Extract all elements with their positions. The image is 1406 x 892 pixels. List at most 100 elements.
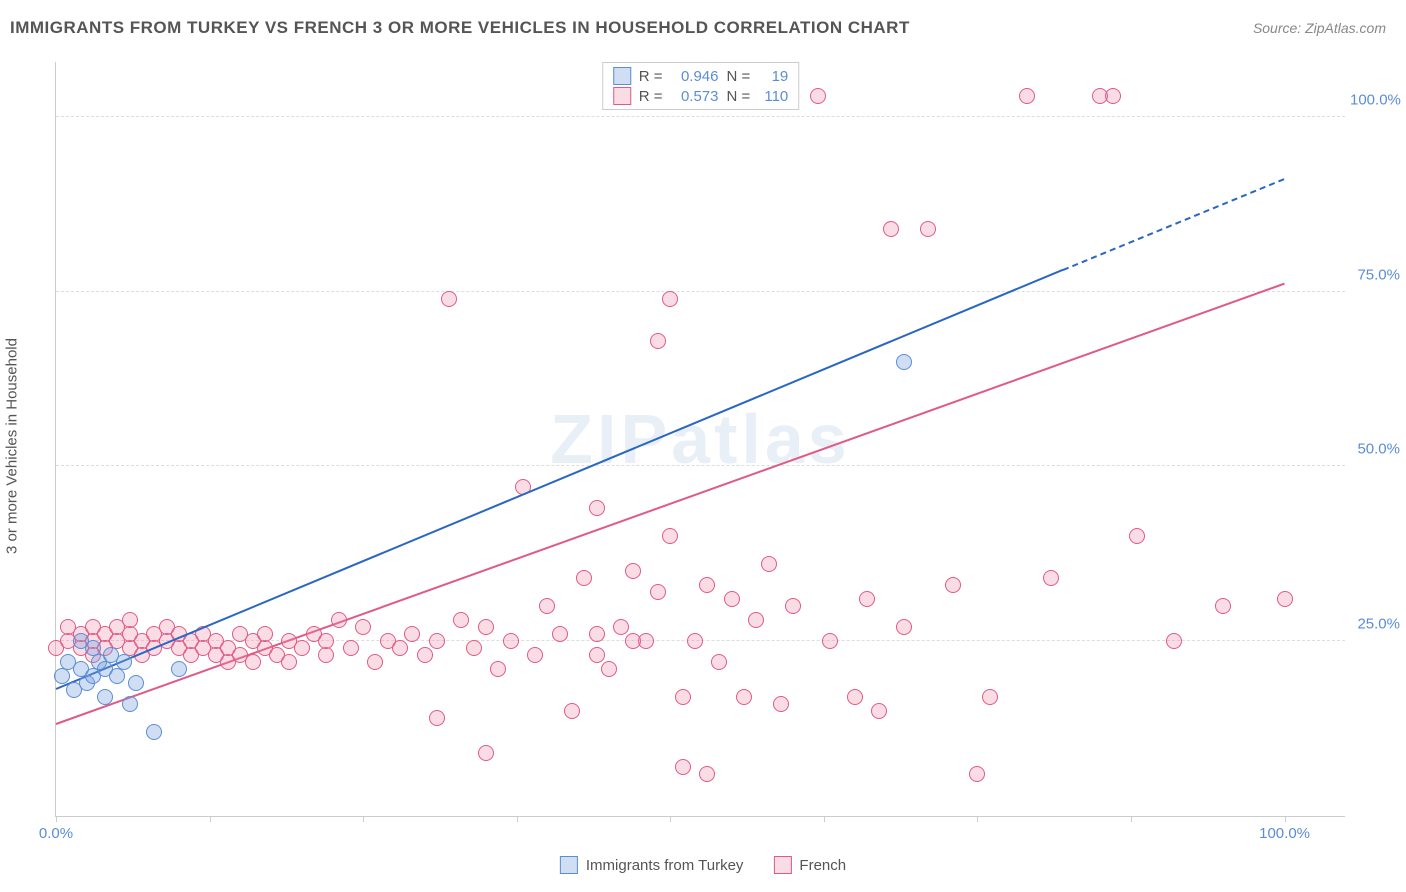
scatter-point — [920, 221, 936, 237]
x-tick — [1131, 816, 1132, 822]
scatter-point — [171, 661, 187, 677]
scatter-point — [748, 612, 764, 628]
scatter-point — [785, 598, 801, 614]
scatter-point — [128, 675, 144, 691]
series-legend: Immigrants from Turkey French — [560, 856, 846, 874]
scatter-point — [761, 556, 777, 572]
scatter-point — [662, 528, 678, 544]
chart-container: IMMIGRANTS FROM TURKEY VS FRENCH 3 OR MO… — [0, 0, 1406, 892]
x-tick — [363, 816, 364, 822]
scatter-point — [871, 703, 887, 719]
scatter-point — [245, 654, 261, 670]
legend-item-series-1: Immigrants from Turkey — [560, 856, 744, 874]
legend-item-series-2: French — [773, 856, 846, 874]
gridline — [56, 291, 1345, 292]
scatter-point — [122, 612, 138, 628]
legend-swatch-icon — [613, 67, 631, 85]
scatter-point — [478, 745, 494, 761]
scatter-point — [625, 563, 641, 579]
scatter-point — [552, 626, 568, 642]
scatter-point — [527, 647, 543, 663]
scatter-point — [1277, 591, 1293, 607]
scatter-point — [650, 333, 666, 349]
legend-n-value: 19 — [758, 68, 788, 85]
scatter-point — [429, 633, 445, 649]
legend-n-value: 110 — [758, 88, 788, 105]
y-tick-label: 100.0% — [1350, 91, 1400, 108]
scatter-point — [109, 668, 125, 684]
x-tick — [824, 816, 825, 822]
scatter-point — [822, 633, 838, 649]
x-tick — [670, 816, 671, 822]
x-tick — [210, 816, 211, 822]
y-axis-title: 3 or more Vehicles in Household — [4, 338, 21, 554]
legend-r-value: 0.946 — [671, 68, 719, 85]
scatter-point — [97, 689, 113, 705]
legend-row-series-1: R = 0.946 N = 19 — [613, 66, 789, 86]
chart-title: IMMIGRANTS FROM TURKEY VS FRENCH 3 OR MO… — [10, 18, 910, 38]
x-tick — [517, 816, 518, 822]
scatter-point — [429, 710, 445, 726]
scatter-point — [687, 633, 703, 649]
scatter-point — [847, 689, 863, 705]
legend-n-label: N = — [727, 88, 751, 105]
scatter-point — [564, 703, 580, 719]
scatter-point — [969, 766, 985, 782]
scatter-point — [773, 696, 789, 712]
scatter-point — [294, 640, 310, 656]
legend-swatch-icon — [560, 856, 578, 874]
x-tick-label: 0.0% — [39, 825, 73, 842]
scatter-point — [601, 661, 617, 677]
scatter-point — [859, 591, 875, 607]
scatter-point — [724, 591, 740, 607]
scatter-point — [318, 633, 334, 649]
scatter-point — [441, 291, 457, 307]
gridline — [56, 465, 1345, 466]
scatter-point — [982, 689, 998, 705]
watermark-text: ZIPatlas — [550, 399, 850, 479]
legend-swatch-icon — [613, 87, 631, 105]
trend-line-dashed — [1063, 178, 1285, 271]
scatter-point — [1166, 633, 1182, 649]
y-tick-label: 25.0% — [1350, 616, 1400, 633]
scatter-point — [675, 759, 691, 775]
scatter-point — [896, 619, 912, 635]
scatter-point — [699, 766, 715, 782]
scatter-point — [490, 661, 506, 677]
legend-series-label: French — [799, 857, 846, 874]
legend-r-label: R = — [639, 88, 663, 105]
scatter-point — [417, 647, 433, 663]
scatter-point — [466, 640, 482, 656]
legend-swatch-icon — [773, 856, 791, 874]
x-tick — [56, 816, 57, 822]
scatter-point — [650, 584, 666, 600]
scatter-point — [343, 640, 359, 656]
legend-n-label: N = — [727, 68, 751, 85]
scatter-point — [883, 221, 899, 237]
y-tick-label: 50.0% — [1350, 441, 1400, 458]
scatter-point — [576, 570, 592, 586]
scatter-point — [1215, 598, 1231, 614]
legend-r-value: 0.573 — [671, 88, 719, 105]
scatter-point — [281, 654, 297, 670]
scatter-point — [1129, 528, 1145, 544]
scatter-point — [896, 354, 912, 370]
scatter-point — [146, 724, 162, 740]
scatter-point — [1043, 570, 1059, 586]
source-label: Source: ZipAtlas.com — [1253, 20, 1386, 36]
scatter-point — [355, 619, 371, 635]
legend-series-label: Immigrants from Turkey — [586, 857, 744, 874]
scatter-point — [392, 640, 408, 656]
x-tick — [1285, 816, 1286, 822]
legend-r-label: R = — [639, 68, 663, 85]
correlation-legend: R = 0.946 N = 19 R = 0.573 N = 110 — [602, 62, 800, 110]
scatter-point — [736, 689, 752, 705]
x-tick-label: 100.0% — [1259, 825, 1310, 842]
scatter-point — [257, 626, 273, 642]
plot-area: ZIPatlas R = 0.946 N = 19 R = 0.573 N = … — [55, 62, 1345, 817]
scatter-point — [453, 612, 469, 628]
scatter-point — [478, 619, 494, 635]
scatter-point — [699, 577, 715, 593]
scatter-point — [503, 633, 519, 649]
scatter-point — [539, 598, 555, 614]
